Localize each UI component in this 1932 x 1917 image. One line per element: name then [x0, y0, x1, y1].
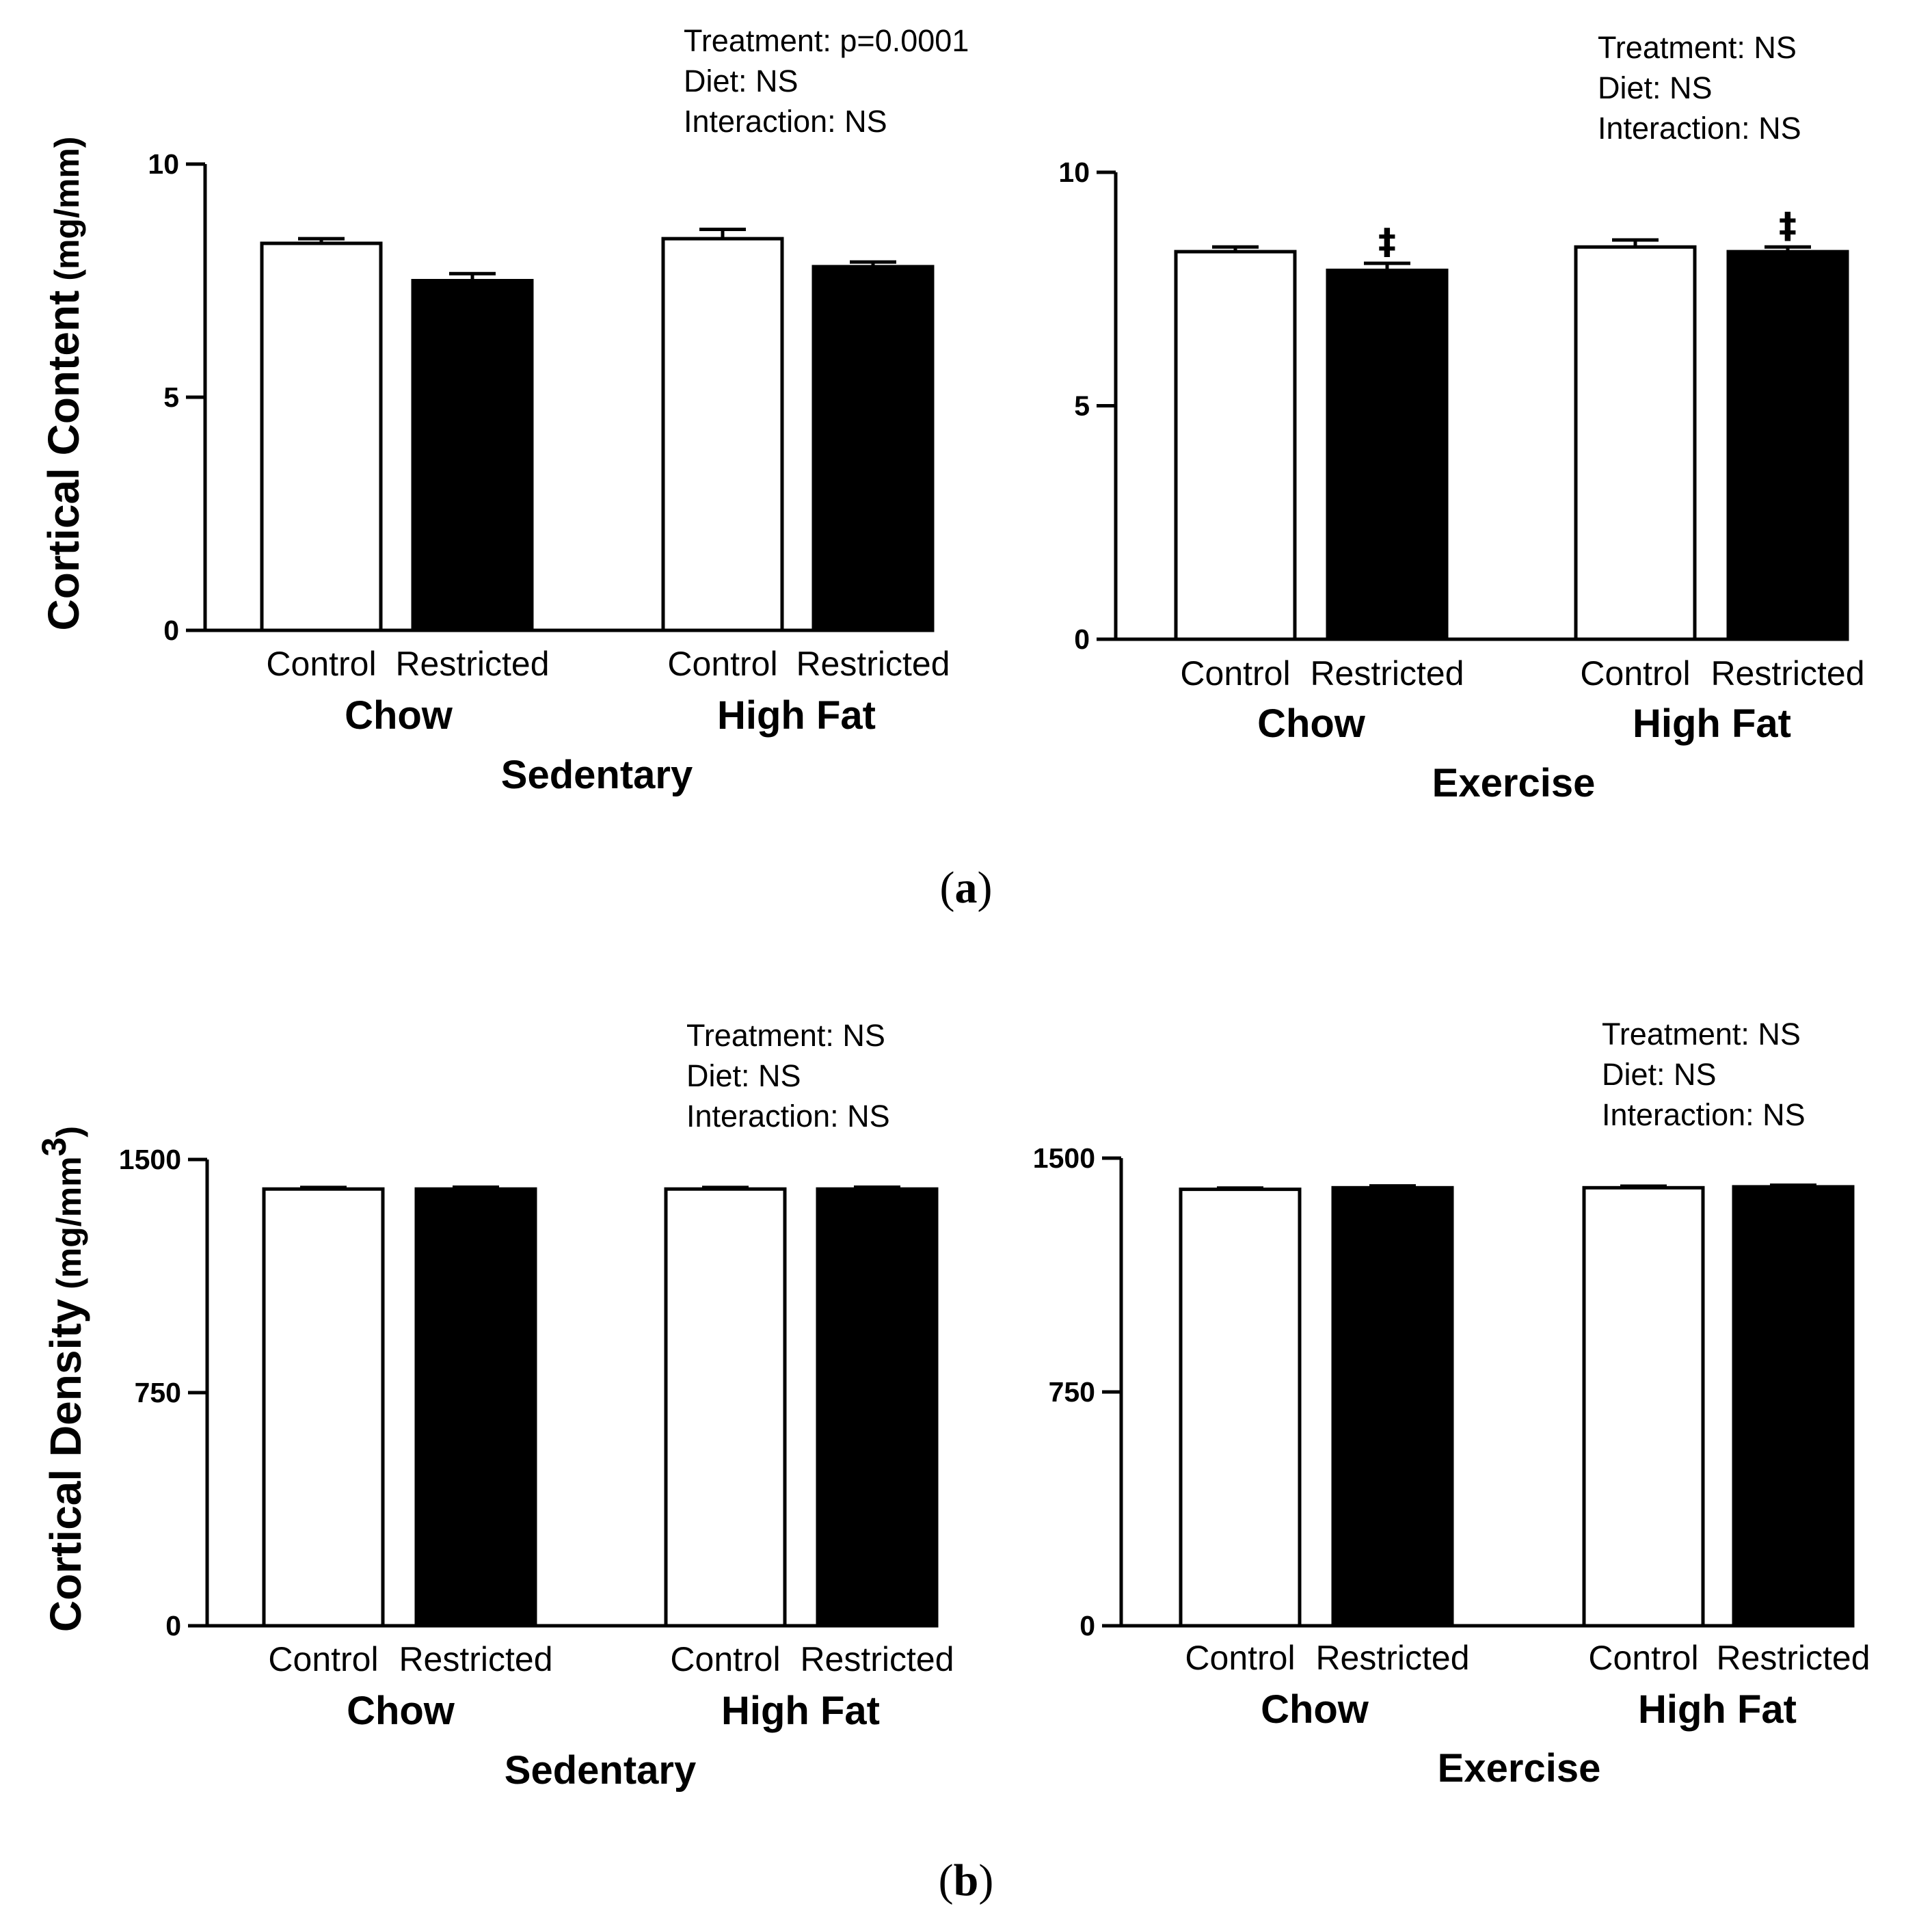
y-tick-label: 10	[148, 148, 179, 180]
y-tick-label: 1500	[119, 1144, 181, 1175]
panel-label-letter: a	[955, 863, 978, 913]
y-axis-title-unit: (mg/mm)	[48, 137, 86, 281]
bar-control	[1174, 250, 1297, 641]
x-category-label: Control	[1580, 654, 1690, 693]
y-tick-label: 750	[135, 1377, 181, 1408]
x-category-label: Restricted	[399, 1640, 552, 1678]
y-tick-label: 0	[163, 615, 179, 646]
y-axis-title-superscript: 3	[35, 1138, 73, 1157]
stats-annotation-line: Diet: NS	[1598, 70, 1713, 105]
chart-a-sedentary: 0 5 10 Control Restricted Control Restricted Ch…	[39, 23, 969, 797]
stats-annotation-line: Treatment: NS	[1598, 30, 1797, 65]
chart-a-exercise: 0 5 10 Control ‡ Restricted Control ‡ Restricted…	[1058, 30, 1864, 805]
group-label: High Fat	[721, 1689, 880, 1733]
x-category-label: Restricted	[1716, 1639, 1870, 1677]
panel-label-letter: b	[954, 1855, 979, 1905]
group-label: Chow	[347, 1689, 455, 1733]
x-category-label: Control	[1185, 1639, 1295, 1677]
y-tick-label: 0	[1079, 1610, 1095, 1641]
stats-annotation-line: Treatment: NS	[1602, 1017, 1801, 1051]
bar-restricted	[811, 265, 935, 632]
bar-control	[664, 1187, 787, 1628]
stats-annotation-line: Interaction: NS	[1598, 111, 1801, 146]
x-category-label: Restricted	[1315, 1639, 1469, 1677]
y-tick-label: 10	[1058, 157, 1090, 188]
group-label: High Fat	[1638, 1687, 1797, 1732]
panel-label-close: )	[978, 1855, 993, 1905]
bar-restricted	[1331, 1185, 1454, 1628]
bar-restricted	[1326, 268, 1449, 641]
group-label: Chow	[345, 693, 453, 738]
panel-label-open: (	[940, 863, 955, 913]
bar-control	[260, 241, 383, 632]
bar-control	[1179, 1188, 1302, 1628]
y-tick-label: 1500	[1033, 1142, 1095, 1174]
condition-label: Exercise	[1438, 1746, 1601, 1791]
bar-restricted	[414, 1187, 537, 1628]
y-tick-label: 750	[1049, 1376, 1095, 1408]
stats-annotation-line: Interaction: NS	[1602, 1097, 1806, 1132]
stats-annotation-line: Interaction: NS	[686, 1099, 890, 1134]
x-category-label: Restricted	[395, 645, 549, 683]
stats-annotation-line: Diet: NS	[686, 1058, 801, 1093]
stats-annotation-line: Treatment: NS	[686, 1018, 885, 1053]
y-axis-title-unit: (mg/mm	[50, 1156, 88, 1289]
y-axis-title: Cortical Content (mg/mm)	[39, 137, 88, 631]
x-category-label: Control	[1180, 654, 1290, 693]
condition-label: Sedentary	[501, 753, 693, 797]
y-tick-label: 0	[165, 1610, 181, 1641]
x-category-label: Control	[667, 645, 777, 683]
x-category-label: Control	[268, 1640, 378, 1678]
x-category-label: Restricted	[1310, 654, 1464, 693]
bar-restricted	[1726, 250, 1849, 641]
significance-marker: ‡	[1378, 222, 1396, 263]
group-label: Chow	[1257, 701, 1366, 746]
bar-restricted	[816, 1187, 939, 1628]
bar-control	[1574, 245, 1697, 641]
stats-annotation-line: Interaction: NS	[684, 104, 887, 139]
bar-control	[661, 237, 784, 632]
panel-label: (a)	[940, 863, 993, 913]
condition-label: Sedentary	[505, 1748, 696, 1793]
stats-annotation-line: Diet: NS	[1602, 1057, 1717, 1092]
y-tick-label: 0	[1074, 624, 1090, 655]
bar-restricted	[411, 279, 534, 632]
x-category-label: Restricted	[796, 645, 950, 683]
y-axis-title-close: )	[50, 1126, 88, 1138]
x-category-label: Control	[1588, 1639, 1698, 1677]
panel-label-open: (	[939, 1855, 954, 1905]
x-category-label: Control	[266, 645, 376, 683]
x-category-label: Restricted	[800, 1640, 954, 1678]
group-label: High Fat	[717, 693, 876, 738]
stats-annotation-line: Treatment: p=0.0001	[684, 23, 969, 58]
panel-label-close: )	[978, 863, 993, 913]
group-label: High Fat	[1633, 701, 1791, 746]
chart-b-exercise: 0 750 1500 Control Restricted Control Restrict…	[1033, 1017, 1870, 1791]
significance-marker: ‡	[1779, 205, 1797, 246]
y-tick-label: 5	[1074, 390, 1090, 422]
condition-label: Exercise	[1432, 761, 1596, 805]
y-axis-title-main: Cortical Density	[41, 1298, 90, 1632]
bar-control	[1582, 1185, 1705, 1628]
y-tick-label: 5	[163, 381, 179, 413]
chart-b-sedentary: 0 750 1500 Control Restricted Control Restrict…	[35, 1018, 954, 1793]
y-axis-title-main: Cortical Content	[39, 291, 88, 631]
bar-restricted	[1732, 1185, 1855, 1628]
x-category-label: Restricted	[1710, 654, 1864, 693]
y-axis-title: Cortical Density (mg/mm3)	[35, 1126, 90, 1632]
group-label: Chow	[1261, 1687, 1369, 1732]
panel-label: (b)	[939, 1855, 994, 1905]
bar-control	[262, 1187, 385, 1628]
stats-annotation-line: Diet: NS	[684, 64, 799, 98]
x-category-label: Control	[670, 1640, 780, 1678]
